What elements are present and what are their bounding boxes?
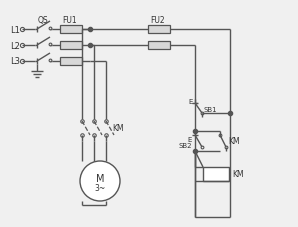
Text: SB1: SB1 [204, 106, 218, 113]
Text: E: E [188, 136, 192, 142]
Text: M: M [96, 173, 104, 183]
Text: FU1: FU1 [62, 15, 77, 24]
Text: SB2: SB2 [179, 142, 192, 148]
Text: FU2: FU2 [150, 15, 164, 24]
Bar [148, 42, 170, 50]
Text: KM: KM [228, 137, 240, 146]
Circle shape [80, 161, 120, 201]
Bar [203, 167, 229, 181]
Text: E: E [189, 99, 193, 105]
Text: L1: L1 [10, 25, 20, 34]
Bar [60, 58, 82, 66]
Text: L2: L2 [10, 41, 20, 50]
Text: KM: KM [112, 124, 124, 133]
Text: KM: KM [232, 170, 244, 179]
Text: QS: QS [38, 15, 49, 24]
Bar [148, 26, 170, 34]
Text: L3: L3 [10, 57, 20, 66]
Text: 3~: 3~ [94, 184, 105, 193]
Bar [60, 42, 82, 50]
Bar [60, 26, 82, 34]
